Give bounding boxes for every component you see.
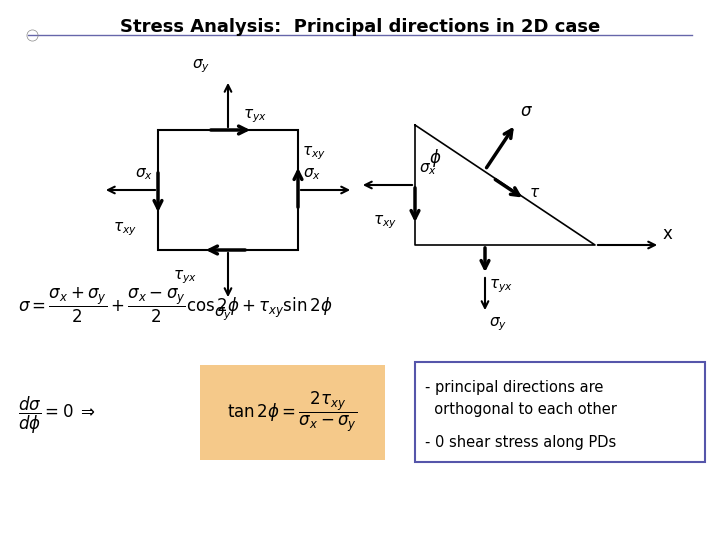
Bar <box>415 362 705 462</box>
Text: $\tau_{xy}$: $\tau_{xy}$ <box>373 213 397 231</box>
Text: $\dfrac{d\sigma}{d\phi}=0 \;\Rightarrow$: $\dfrac{d\sigma}{d\phi}=0 \;\Rightarrow$ <box>18 394 96 436</box>
Text: $\tau_{yx}$: $\tau_{yx}$ <box>489 277 513 295</box>
Text: $\tau_{xy}$: $\tau_{xy}$ <box>302 144 326 162</box>
Text: $\tau_{yx}$: $\tau_{yx}$ <box>243 107 267 125</box>
Text: $\sigma$: $\sigma$ <box>520 102 533 120</box>
Text: $\tan 2\phi=\dfrac{2\tau_{xy}}{\sigma_x-\sigma_y}$: $\tan 2\phi=\dfrac{2\tau_{xy}}{\sigma_x-… <box>227 390 357 434</box>
Text: $\sigma_x$: $\sigma_x$ <box>419 161 437 177</box>
Text: - 0 shear stress along PDs: - 0 shear stress along PDs <box>425 435 616 450</box>
Text: $\sigma = \dfrac{\sigma_x+\sigma_y}{2} + \dfrac{\sigma_x-\sigma_y}{2}\cos 2\phi : $\sigma = \dfrac{\sigma_x+\sigma_y}{2} +… <box>18 286 333 325</box>
Text: - principal directions are: - principal directions are <box>425 380 603 395</box>
Text: $\sigma_x$: $\sigma_x$ <box>303 166 321 182</box>
Text: $\tau_{yx}$: $\tau_{yx}$ <box>173 268 197 286</box>
Text: $\sigma_y$: $\sigma_y$ <box>192 57 210 75</box>
Text: $\sigma_y$: $\sigma_y$ <box>214 305 232 322</box>
Text: Stress Analysis:  Principal directions in 2D case: Stress Analysis: Principal directions in… <box>120 18 600 36</box>
Bar <box>200 365 385 460</box>
Text: $\tau$: $\tau$ <box>529 185 541 200</box>
Text: orthogonal to each other: orthogonal to each other <box>425 402 617 417</box>
Text: $\sigma_x$: $\sigma_x$ <box>135 166 153 182</box>
Text: $\sigma_y$: $\sigma_y$ <box>489 315 507 333</box>
Text: x: x <box>663 225 673 243</box>
Text: $\tau_{xy}$: $\tau_{xy}$ <box>113 220 137 238</box>
Bar <box>158 130 298 250</box>
Text: $\phi$: $\phi$ <box>429 147 441 169</box>
